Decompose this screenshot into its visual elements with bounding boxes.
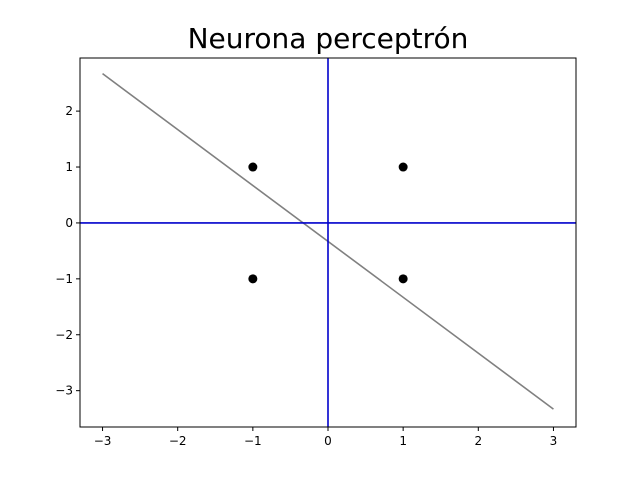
y-tick-label: 0	[65, 216, 73, 230]
x-tick-label: −1	[244, 434, 262, 448]
x-tick-label: −2	[169, 434, 187, 448]
x-tick-label: 2	[474, 434, 482, 448]
y-tick-label: 1	[65, 160, 73, 174]
y-tick-label: 2	[65, 104, 73, 118]
plot-content	[80, 58, 576, 427]
data-point	[398, 162, 408, 172]
y-tick-label: −2	[55, 328, 73, 342]
x-tick-label: 3	[550, 434, 558, 448]
x-tick-label: 0	[324, 434, 332, 448]
chart-title: Neurona perceptrón	[188, 22, 469, 55]
plot-area	[80, 58, 576, 427]
data-point	[398, 274, 408, 284]
x-tick-label: 1	[399, 434, 407, 448]
data-point	[248, 274, 258, 284]
x-tick-label: −3	[94, 434, 112, 448]
data-point	[248, 162, 258, 172]
axes: −3 −2 −1 0 1 2 3 −3 −2 −1 0 1 2	[55, 57, 577, 448]
y-tick-label: −1	[55, 272, 73, 286]
y-tick-label: −3	[55, 384, 73, 398]
